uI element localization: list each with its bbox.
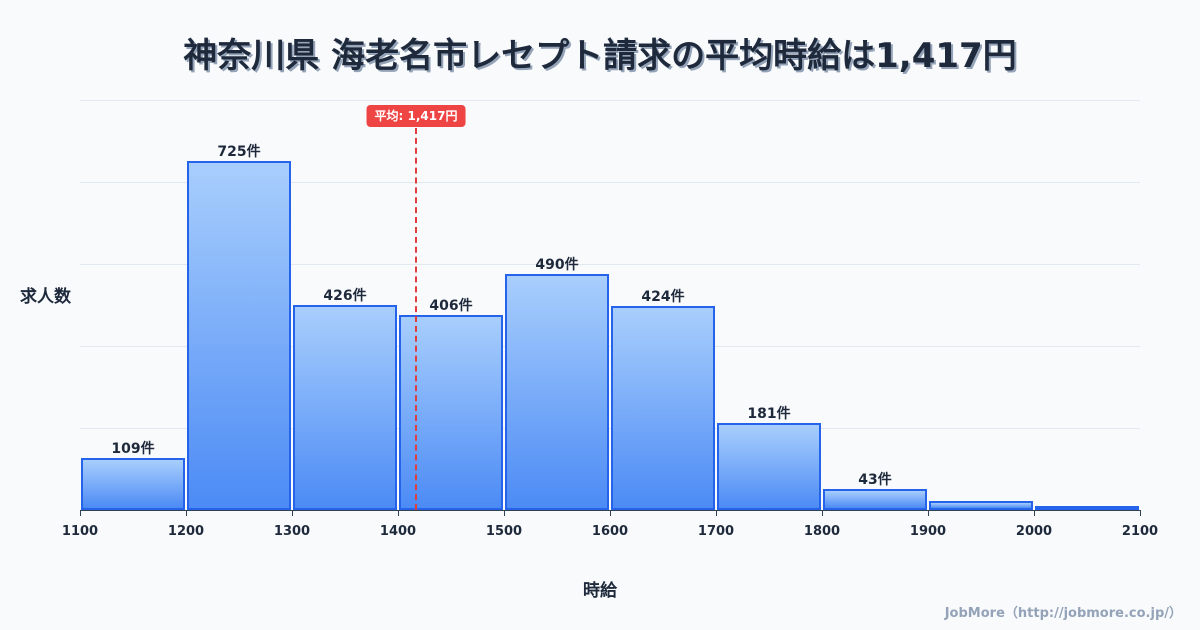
x-tick-label: 1600 — [591, 524, 629, 539]
average-badge: 平均: 1,417円 — [366, 105, 466, 127]
bar-value-label: 406件 — [429, 297, 473, 314]
x-tick-label: 2000 — [1015, 524, 1053, 539]
x-tick — [1140, 510, 1141, 516]
bar-value-label: 181件 — [747, 405, 791, 422]
y-axis-label: 求人数 — [20, 287, 71, 307]
histogram-bar[interactable] — [929, 500, 1033, 510]
x-tick-label: 1400 — [379, 524, 417, 539]
plot-area: 109件 725件 426件 406件 490件 424件 181件 43件 1100 1200 1… — [62, 100, 1158, 539]
x-tick — [292, 510, 293, 516]
chart-title: 神奈川県 海老名市レセプト請求の平均時給は1,417円 — [183, 36, 1017, 76]
x-tick-label: 1300 — [273, 524, 311, 539]
gridline — [80, 182, 1140, 183]
bar-value-label: 43件 — [858, 472, 892, 489]
x-axis-label: 時給 — [583, 581, 617, 601]
x-tick-label: 1500 — [485, 524, 523, 539]
x-tick — [398, 510, 399, 516]
histogram-bar[interactable] — [81, 457, 185, 510]
histogram-bar[interactable] — [187, 161, 291, 510]
bar-value-label: 109件 — [111, 440, 155, 457]
x-tick-label: 1700 — [697, 524, 735, 539]
gridline — [80, 428, 1140, 429]
histogram-bar[interactable] — [293, 304, 397, 510]
x-tick-label: 1200 — [167, 524, 205, 539]
x-tick-label: 1800 — [803, 524, 841, 539]
x-tick — [928, 510, 929, 516]
bar-value-label: 490件 — [535, 257, 579, 274]
histogram-bar[interactable] — [823, 489, 927, 510]
bar-value-label: 424件 — [641, 288, 685, 305]
histogram-bar[interactable] — [1035, 506, 1139, 511]
x-tick — [716, 510, 717, 516]
x-tick — [504, 510, 505, 516]
x-tick — [822, 510, 823, 516]
gridline — [80, 346, 1140, 347]
x-tick — [1034, 510, 1035, 516]
x-tick — [80, 510, 81, 516]
credit-text: JobMore（http://jobmore.co.jp/） — [944, 606, 1182, 621]
histogram-bar[interactable] — [717, 422, 821, 510]
average-line — [415, 128, 418, 510]
gridline — [80, 264, 1140, 265]
x-tick — [610, 510, 611, 516]
bar-value-label: 725件 — [217, 144, 261, 160]
x-tick-label: 1900 — [909, 524, 947, 539]
x-tick-label: 2100 — [1121, 524, 1159, 539]
histogram-bar[interactable] — [611, 305, 715, 510]
histogram-bar[interactable] — [505, 274, 609, 510]
bar-value-label: 426件 — [323, 287, 367, 304]
x-tick-label: 1100 — [61, 524, 99, 539]
x-tick — [186, 510, 187, 516]
gridline — [80, 100, 1140, 101]
